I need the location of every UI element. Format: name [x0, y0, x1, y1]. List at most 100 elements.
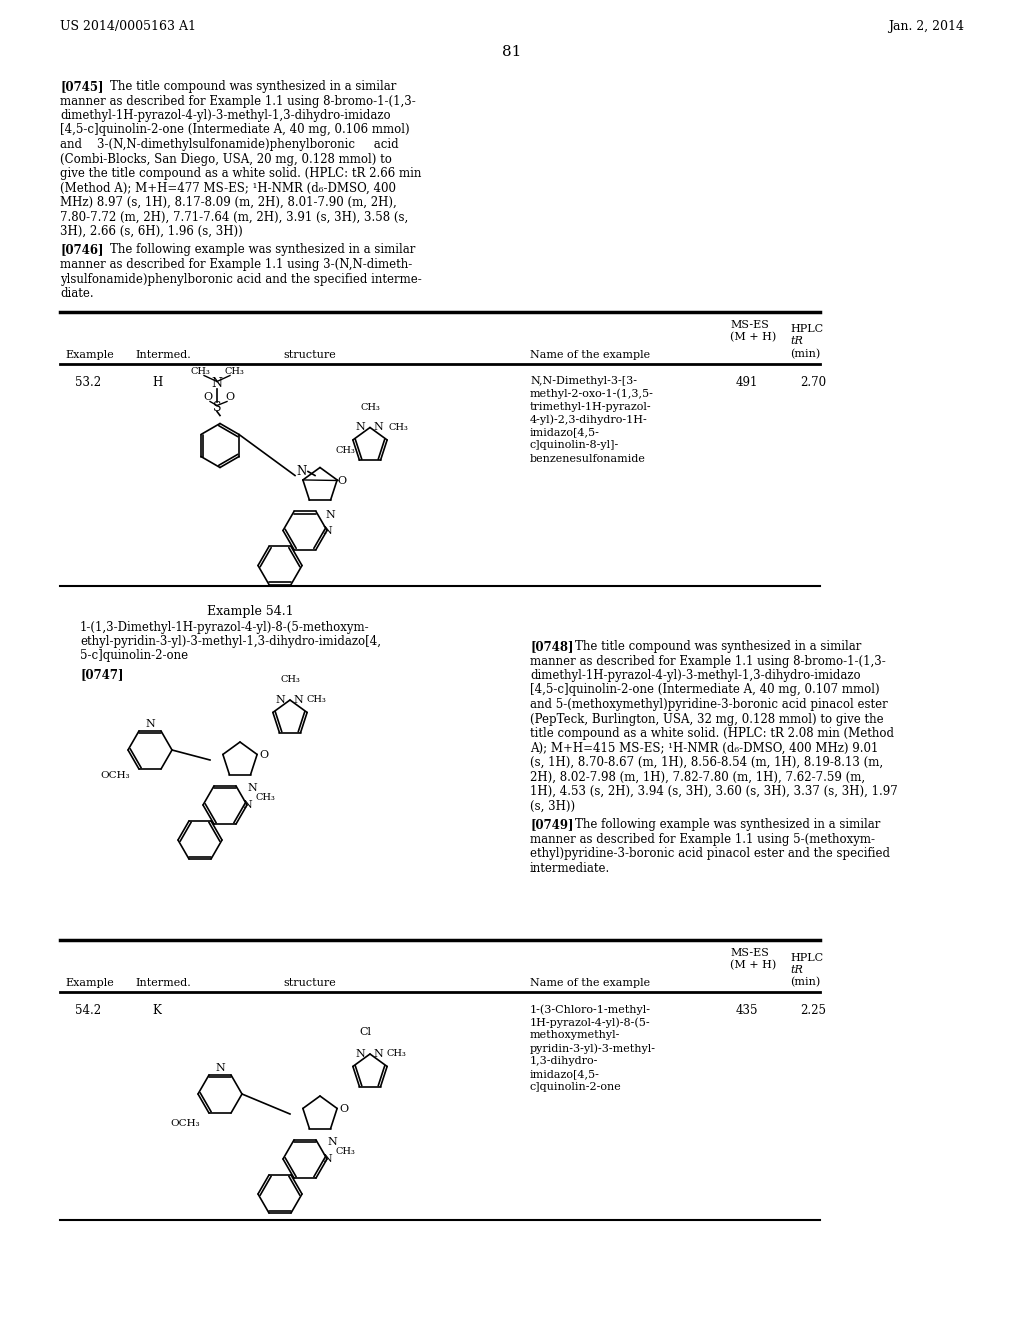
Text: N: N: [297, 465, 307, 478]
Text: CH₃: CH₃: [388, 422, 408, 432]
Text: N: N: [247, 783, 257, 793]
Text: HPLC: HPLC: [790, 953, 823, 964]
Text: The title compound was synthesized in a similar: The title compound was synthesized in a …: [110, 81, 396, 92]
Text: N: N: [293, 696, 303, 705]
Text: c]quinolin-2-one: c]quinolin-2-one: [530, 1082, 622, 1092]
Text: manner as described for Example 1.1 using 3-(N,N-dimeth-: manner as described for Example 1.1 usin…: [60, 257, 413, 271]
Text: (Method A); M+H=477 MS-ES; ¹H-NMR (d₆-DMSO, 400: (Method A); M+H=477 MS-ES; ¹H-NMR (d₆-DM…: [60, 181, 396, 194]
Text: 53.2: 53.2: [75, 375, 101, 388]
Text: O: O: [339, 1104, 348, 1114]
Text: 54.2: 54.2: [75, 1005, 101, 1016]
Text: N: N: [212, 378, 222, 389]
Text: dimethyl-1H-pyrazol-4-yl)-3-methyl-1,3-dihydro-imidazo: dimethyl-1H-pyrazol-4-yl)-3-methyl-1,3-d…: [530, 669, 860, 682]
Text: OCH₃: OCH₃: [170, 1119, 200, 1129]
Text: 3H), 2.66 (s, 6H), 1.96 (s, 3H)): 3H), 2.66 (s, 6H), 1.96 (s, 3H)): [60, 224, 243, 238]
Text: diate.: diate.: [60, 286, 93, 300]
Text: [0749]: [0749]: [530, 818, 573, 832]
Text: [4,5-c]quinolin-2-one (Intermediate A, 40 mg, 0.106 mmol): [4,5-c]quinolin-2-one (Intermediate A, 4…: [60, 124, 410, 136]
Text: OCH₃: OCH₃: [100, 771, 130, 780]
Text: pyridin-3-yl)-3-methyl-: pyridin-3-yl)-3-methyl-: [530, 1043, 656, 1053]
Text: HPLC: HPLC: [790, 325, 823, 334]
Text: Name of the example: Name of the example: [530, 350, 650, 359]
Text: manner as described for Example 1.1 using 8-bromo-1-(1,3-: manner as described for Example 1.1 usin…: [530, 655, 886, 668]
Text: 2.25: 2.25: [800, 1005, 826, 1016]
Text: [0748]: [0748]: [530, 640, 573, 653]
Text: (min): (min): [790, 348, 820, 359]
Text: 2H), 8.02-7.98 (m, 1H), 7.82-7.80 (m, 1H), 7.62-7.59 (m,: 2H), 8.02-7.98 (m, 1H), 7.82-7.80 (m, 1H…: [530, 771, 865, 784]
Text: [0747]: [0747]: [80, 668, 124, 681]
Text: S: S: [213, 401, 221, 414]
Text: [0745]: [0745]: [60, 81, 103, 92]
Text: (Combi-Blocks, San Diego, USA, 20 mg, 0.128 mmol) to: (Combi-Blocks, San Diego, USA, 20 mg, 0.…: [60, 153, 392, 165]
Text: N: N: [355, 422, 365, 433]
Text: MS-ES: MS-ES: [730, 319, 769, 330]
Text: 1H-pyrazol-4-yl)-8-(5-: 1H-pyrazol-4-yl)-8-(5-: [530, 1016, 650, 1027]
Text: Name of the example: Name of the example: [530, 978, 650, 987]
Text: tR: tR: [790, 337, 803, 346]
Text: N: N: [215, 1063, 225, 1073]
Text: 491: 491: [736, 375, 759, 388]
Text: 1-(1,3-Dimethyl-1H-pyrazol-4-yl)-8-(5-methoxym-: 1-(1,3-Dimethyl-1H-pyrazol-4-yl)-8-(5-me…: [80, 622, 370, 635]
Text: O: O: [225, 392, 234, 403]
Text: CH₃: CH₃: [190, 367, 210, 376]
Text: H: H: [152, 375, 162, 388]
Text: N: N: [242, 800, 252, 810]
Text: CH₃: CH₃: [255, 793, 274, 803]
Text: O: O: [259, 750, 268, 760]
Text: Intermed.: Intermed.: [135, 350, 190, 359]
Text: CH₃: CH₃: [360, 403, 380, 412]
Text: N: N: [326, 511, 335, 520]
Text: and    3-(N,N-dimethylsulfonamide)phenylboronic     acid: and 3-(N,N-dimethylsulfonamide)phenylbor…: [60, 139, 398, 150]
Text: N: N: [145, 719, 155, 729]
Text: Example: Example: [65, 350, 114, 359]
Text: CH₃: CH₃: [335, 1147, 355, 1156]
Text: The following example was synthesized in a similar: The following example was synthesized in…: [575, 818, 881, 832]
Text: trimethyl-1H-pyrazol-: trimethyl-1H-pyrazol-: [530, 401, 651, 412]
Text: methyl-2-oxo-1-(1,3,5-: methyl-2-oxo-1-(1,3,5-: [530, 388, 654, 399]
Text: (s, 3H)): (s, 3H)): [530, 800, 575, 813]
Text: N: N: [275, 696, 285, 705]
Text: Example: Example: [65, 978, 114, 987]
Text: dimethyl-1H-pyrazol-4-yl)-3-methyl-1,3-dihydro-imidazo: dimethyl-1H-pyrazol-4-yl)-3-methyl-1,3-d…: [60, 110, 390, 121]
Text: methoxymethyl-: methoxymethyl-: [530, 1030, 621, 1040]
Text: (M + H): (M + H): [730, 331, 776, 342]
Text: The following example was synthesized in a similar: The following example was synthesized in…: [110, 243, 416, 256]
Text: N: N: [373, 422, 383, 433]
Text: manner as described for Example 1.1 using 8-bromo-1-(1,3-: manner as described for Example 1.1 usin…: [60, 95, 416, 107]
Text: Example 54.1: Example 54.1: [207, 606, 293, 619]
Text: imidazo[4,5-: imidazo[4,5-: [530, 428, 600, 437]
Text: 1,3-dihydro-: 1,3-dihydro-: [530, 1056, 598, 1067]
Text: c]quinolin-8-yl]-: c]quinolin-8-yl]-: [530, 441, 620, 450]
Text: give the title compound as a white solid. (HPLC: tR 2.66 min: give the title compound as a white solid…: [60, 168, 421, 180]
Text: (M + H): (M + H): [730, 960, 776, 970]
Text: 5-c]quinolin-2-one: 5-c]quinolin-2-one: [80, 649, 188, 663]
Text: 2.70: 2.70: [800, 375, 826, 388]
Text: CH₃: CH₃: [306, 696, 326, 705]
Text: 4-yl)-2,3-dihydro-1H-: 4-yl)-2,3-dihydro-1H-: [530, 414, 648, 425]
Text: O: O: [338, 475, 346, 486]
Text: CH₃: CH₃: [224, 367, 244, 376]
Text: N: N: [327, 1137, 337, 1147]
Text: tR: tR: [790, 965, 803, 975]
Text: N: N: [355, 1049, 365, 1059]
Text: N,N-Dimethyl-3-[3-: N,N-Dimethyl-3-[3-: [530, 375, 637, 385]
Text: 1-(3-Chloro-1-methyl-: 1-(3-Chloro-1-methyl-: [530, 1005, 651, 1015]
Text: structure: structure: [284, 978, 336, 987]
Text: CH₃: CH₃: [386, 1049, 406, 1059]
Text: CH₃: CH₃: [280, 676, 300, 685]
Text: 1H), 4.53 (s, 2H), 3.94 (s, 3H), 3.60 (s, 3H), 3.37 (s, 3H), 1.97: 1H), 4.53 (s, 2H), 3.94 (s, 3H), 3.60 (s…: [530, 785, 898, 799]
Text: Jan. 2, 2014: Jan. 2, 2014: [888, 20, 964, 33]
Text: imidazo[4,5-: imidazo[4,5-: [530, 1069, 600, 1078]
Text: MHz) 8.97 (s, 1H), 8.17-8.09 (m, 2H), 8.01-7.90 (m, 2H),: MHz) 8.97 (s, 1H), 8.17-8.09 (m, 2H), 8.…: [60, 195, 396, 209]
Text: 435: 435: [736, 1005, 759, 1016]
Text: N: N: [323, 1154, 332, 1164]
Text: N: N: [323, 525, 332, 536]
Text: O: O: [204, 392, 213, 403]
Text: and 5-(methoxymethyl)pyridine-3-boronic acid pinacol ester: and 5-(methoxymethyl)pyridine-3-boronic …: [530, 698, 888, 711]
Text: N: N: [373, 1049, 383, 1059]
Text: Cl: Cl: [359, 1027, 371, 1038]
Text: (s, 1H), 8.70-8.67 (m, 1H), 8.56-8.54 (m, 1H), 8.19-8.13 (m,: (s, 1H), 8.70-8.67 (m, 1H), 8.56-8.54 (m…: [530, 756, 883, 770]
Text: CH₃: CH₃: [335, 446, 355, 455]
Text: 7.80-7.72 (m, 2H), 7.71-7.64 (m, 2H), 3.91 (s, 3H), 3.58 (s,: 7.80-7.72 (m, 2H), 7.71-7.64 (m, 2H), 3.…: [60, 210, 409, 223]
Text: Intermed.: Intermed.: [135, 978, 190, 987]
